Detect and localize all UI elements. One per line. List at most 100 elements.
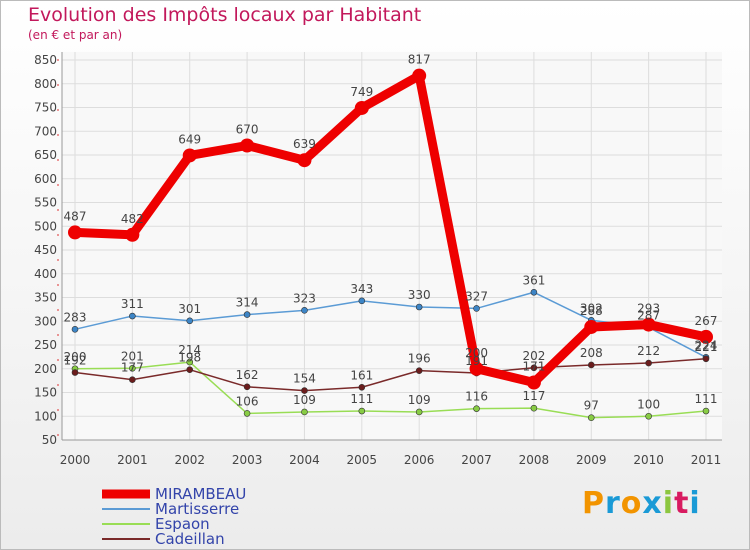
plot-background [62,52,722,440]
data-point [301,408,308,416]
data-label: 106 [236,394,259,408]
data-label: 314 [236,296,259,310]
data-point [129,312,136,320]
data-point [526,375,541,390]
x-tick-label: 2006 [404,453,435,467]
data-point [301,387,308,394]
data-label: 302 [580,301,603,315]
data-label: 361 [522,273,545,287]
x-tick-label: 2009 [576,453,607,467]
data-point [702,407,710,415]
data-point [530,404,538,412]
data-point [354,100,369,115]
data-label: 208 [580,346,603,360]
data-label: 202 [522,349,545,363]
data-point [641,317,656,332]
y-tick-label: 700 [34,124,57,138]
data-label: 198 [178,351,201,365]
data-label: 162 [236,368,259,382]
data-point [71,326,79,333]
x-tick-label: 2007 [461,453,492,467]
data-point [587,414,595,421]
y-tick-label: 350 [34,291,57,305]
data-point [125,227,140,242]
y-tick-label: 600 [34,172,57,186]
x-tick-label: 2011 [691,453,722,467]
y-tick-label: 550 [34,196,57,210]
data-label: 191 [465,354,488,368]
data-label: 116 [465,390,488,404]
data-label: 171 [522,360,545,374]
data-label: 311 [121,297,144,311]
y-tick-label: 50 [42,433,57,447]
data-point [415,367,423,374]
y-tick-label: 500 [34,219,57,233]
data-label: 749 [350,85,373,99]
data-label: 200 [64,350,87,364]
data-point [415,408,423,416]
data-point [645,412,652,420]
x-tick-label: 2000 [60,453,91,467]
chart-subtitle: (en € et par an) [28,28,123,42]
series-line-mirambeau [70,71,711,388]
data-point [71,369,79,376]
y-tick-label: 250 [34,338,57,352]
y-tick-label: 150 [34,386,57,400]
data-point [412,68,427,83]
data-point [186,317,194,325]
data-label: 154 [293,372,316,386]
data-label: 817 [408,53,431,67]
data-point [243,383,251,391]
y-tick-label: 800 [34,77,57,91]
data-point [358,407,366,415]
data-point [584,319,599,334]
data-label: 343 [350,282,373,296]
data-label: 177 [121,361,144,375]
data-point [68,225,82,240]
series-line-cadeillan [74,358,707,392]
data-label: 649 [178,132,201,146]
data-label: 330 [408,288,431,302]
data-label: 670 [236,123,259,137]
data-label: 111 [695,392,718,406]
y-tick-label: 450 [34,243,57,257]
legend-label: Cadeillan [155,530,225,548]
data-label: 201 [121,349,144,363]
data-label: 221 [695,340,718,354]
data-label: 196 [408,352,431,366]
data-labels: 283 311 301 314 323 343 330 327 361 302 287 224 200 2… [64,53,718,413]
data-point [240,138,255,153]
data-label: 482 [121,212,144,226]
chart-title: Evolution des Impôts locaux par Habitant [28,4,422,26]
x-tick-label: 2008 [519,453,550,467]
data-point [702,355,710,363]
data-label: 267 [695,314,718,328]
data-label: 639 [293,137,316,151]
data-point [358,297,366,305]
x-tick-label: 2005 [347,453,378,467]
y-tick-label: 100 [34,409,57,423]
x-tick-label: 2003 [232,453,263,467]
axes: 50 100 150 200 250 300 350 400 450 500 550 600 650 70… [34,52,722,467]
data-point [530,364,538,372]
data-label: 97 [584,399,599,413]
data-point [415,303,423,311]
y-tick-label: 850 [34,53,57,67]
data-label: 212 [637,344,660,358]
data-point [301,307,308,314]
data-point [530,288,538,296]
data-label: 161 [350,368,373,382]
data-point [186,366,194,374]
x-tick-label: 2001 [117,453,148,467]
y-tick-label: 650 [34,148,57,162]
data-label: 293 [637,302,660,316]
data-label: 288 [580,304,603,318]
data-point [587,361,595,369]
data-label: 283 [64,310,87,324]
series-line-espaon [74,361,707,419]
y-tick-label: 200 [34,362,57,376]
data-label: 327 [465,289,488,303]
data-point [243,311,251,318]
data-point [129,364,136,372]
